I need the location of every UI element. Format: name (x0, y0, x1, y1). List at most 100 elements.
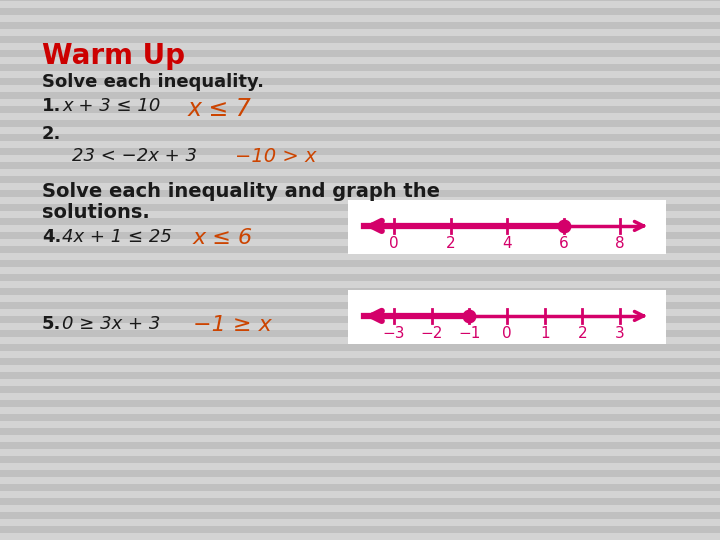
Bar (0, 22, 720, 29)
Bar (0, 498, 720, 505)
Bar (0, 246, 720, 253)
Bar (0, 428, 720, 435)
Text: −1 ≥ x: −1 ≥ x (193, 315, 271, 335)
Bar (0, 211, 720, 218)
Bar (0, 197, 720, 204)
Text: Solve each inequality.: Solve each inequality. (42, 73, 264, 91)
Bar (0, 15, 720, 22)
Bar (0, 232, 720, 239)
Bar (0, 407, 720, 414)
Bar (0, 323, 720, 330)
Bar (0, 71, 720, 78)
Bar (0, 330, 720, 337)
Bar (0, 162, 720, 169)
Bar (0, 225, 720, 232)
Text: 8: 8 (615, 236, 625, 251)
Bar (0, 491, 720, 498)
Text: 4: 4 (502, 236, 512, 251)
Text: x + 3 ≤ 10: x + 3 ≤ 10 (62, 97, 161, 115)
Bar (0, 358, 720, 365)
Text: x ≤ 6: x ≤ 6 (193, 228, 253, 248)
Text: −10 > x: −10 > x (235, 147, 317, 166)
Bar (0, 386, 720, 393)
Bar (0, 141, 720, 148)
Bar (0, 239, 720, 246)
Bar (0, 176, 720, 183)
Bar (0, 57, 720, 64)
Bar (0, 134, 720, 141)
Text: 3: 3 (615, 326, 625, 341)
Bar (0, 155, 720, 162)
Bar (0, 400, 720, 407)
Bar (0, 92, 720, 99)
Text: 0: 0 (390, 236, 399, 251)
Text: 4.: 4. (42, 228, 61, 246)
Bar (0, 302, 720, 309)
Bar (0, 218, 720, 225)
Bar (0, 470, 720, 477)
Bar (0, 253, 720, 260)
Bar (0, 85, 720, 92)
Bar (0, 183, 720, 190)
Bar (0, 106, 720, 113)
Bar (0, 533, 720, 540)
Text: x ≤ 7: x ≤ 7 (188, 97, 252, 121)
Bar (0, 421, 720, 428)
Bar (0, 120, 720, 127)
Bar (0, 148, 720, 155)
Bar (0, 526, 720, 533)
Bar (0, 316, 720, 323)
Bar (0, 372, 720, 379)
Text: Solve each inequality and graph the: Solve each inequality and graph the (42, 182, 440, 201)
Bar (0, 267, 720, 274)
Text: 5.: 5. (42, 315, 61, 333)
Bar (0, 295, 720, 302)
Bar (0, 281, 720, 288)
Bar (0, 64, 720, 71)
Text: 0: 0 (502, 326, 512, 341)
Bar (0, 463, 720, 470)
Bar (0, 337, 720, 344)
Bar (0, 351, 720, 358)
Bar (0, 169, 720, 176)
Bar (0, 274, 720, 281)
Text: 0 ≥ 3x + 3: 0 ≥ 3x + 3 (62, 315, 161, 333)
Bar (0, 435, 720, 442)
Bar (0, 309, 720, 316)
Text: 6: 6 (559, 236, 568, 251)
Text: −3: −3 (383, 326, 405, 341)
Bar (0, 379, 720, 386)
Bar (0, 1, 720, 8)
Bar (0, 456, 720, 463)
Text: solutions.: solutions. (42, 203, 150, 222)
Text: −2: −2 (420, 326, 443, 341)
Bar (0, 414, 720, 421)
Bar (0, 484, 720, 491)
Bar (0, 505, 720, 512)
Bar (348, 290, 666, 344)
Bar (0, 449, 720, 456)
Bar (0, 344, 720, 351)
Bar (0, 393, 720, 400)
Bar (0, 99, 720, 106)
Bar (0, 8, 720, 15)
Bar (348, 200, 666, 254)
Bar (0, 113, 720, 120)
Text: 2: 2 (446, 236, 455, 251)
Bar (0, 519, 720, 526)
Bar (0, 512, 720, 519)
Bar (0, 43, 720, 50)
Text: Warm Up: Warm Up (42, 42, 185, 70)
Bar (0, 190, 720, 197)
Bar (0, 365, 720, 372)
Text: 23 < −2x + 3: 23 < −2x + 3 (72, 147, 197, 165)
Bar (0, 260, 720, 267)
Bar (0, 36, 720, 43)
Text: 2: 2 (577, 326, 587, 341)
Bar (0, 127, 720, 134)
Bar (0, 50, 720, 57)
Bar (0, 78, 720, 85)
Bar (0, 477, 720, 484)
Text: 1: 1 (540, 326, 549, 341)
Bar (0, 29, 720, 36)
